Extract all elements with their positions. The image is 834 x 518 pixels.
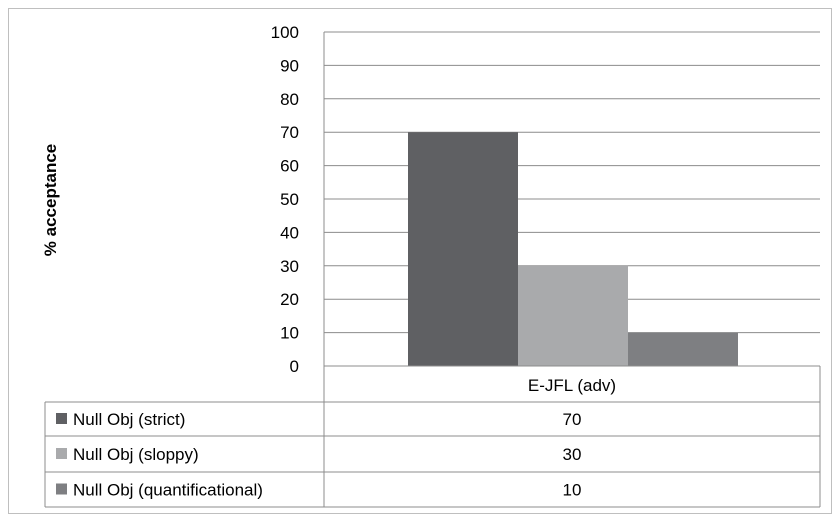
y-tick-label: 70 [280,123,299,142]
y-tick-label: 30 [280,257,299,276]
bar [408,132,518,366]
y-tick-label: 40 [280,223,299,242]
data-table: E-JFL (adv) Null Obj (strict) 70 Null Obj (… [44,365,821,508]
y-axis-label: % acceptance [41,144,60,256]
y-tick-label: 10 [280,324,299,343]
data-label: 30 [563,445,582,464]
legend-entry: Null Obj (strict) [73,410,185,429]
bar [518,265,628,366]
data-label: 10 [563,481,582,500]
legend-entry: Null Obj (quantificational) [73,481,263,500]
y-tick-label: 20 [280,290,299,309]
x-category-label: E-JFL (adv) [528,376,616,395]
y-tick-label: 80 [280,90,299,109]
bars [408,132,738,366]
y-tick-label: 0 [290,357,299,376]
legend-swatch [56,483,67,495]
legend-swatch [56,413,67,424]
bar [628,332,738,366]
chart-frame [8,8,832,514]
y-tick-label: 50 [280,190,299,209]
y-tick-label: 100 [271,23,299,42]
data-label: 70 [563,410,582,429]
y-tick-label: 60 [280,157,299,176]
legend-swatch [56,448,67,459]
y-tick-label: 90 [280,56,299,75]
legend-entry: Null Obj (sloppy) [73,445,199,464]
y-tick-labels: 0 10 20 30 40 50 60 70 80 90 100 [271,23,299,376]
